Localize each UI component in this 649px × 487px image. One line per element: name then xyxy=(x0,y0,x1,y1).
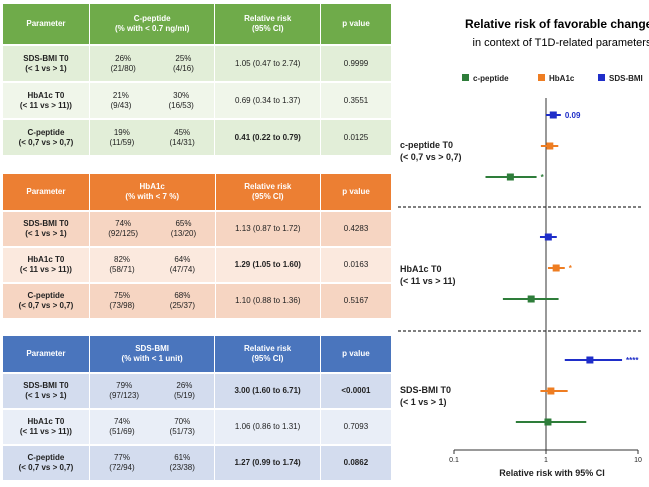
legend-label: SDS-BMI xyxy=(609,74,643,83)
row-p: 0.3551 xyxy=(321,83,391,120)
point-estimate xyxy=(527,295,535,303)
row-rr: 0.41 (0.22 to 0.79) xyxy=(215,120,321,157)
row-p: 0.0163 xyxy=(321,248,391,284)
row-parameter: SDS-BMI T0 (< 1 vs > 1) xyxy=(3,46,90,83)
row-rr: 1.05 (0.47 to 2.74) xyxy=(215,46,321,83)
table-row: C-peptide (< 0,7 vs > 0,7) 75% (73/98) 68%(… xyxy=(3,284,391,320)
point-estimate xyxy=(586,356,594,364)
header-group: C-peptide (% with < 0.7 ng/ml) xyxy=(89,4,216,46)
header-p: p value xyxy=(321,174,391,212)
significance-label: * xyxy=(541,173,545,182)
row-rr: 1.27 (0.99 to 1.74) xyxy=(215,446,321,482)
table-row: C-peptide (< 0,7 vs > 0,7) 19% (11/59) 45%(… xyxy=(3,120,391,157)
header-p: p value xyxy=(320,336,391,374)
header-parameter: Parameter xyxy=(3,4,90,46)
row-parameter: C-peptide (< 0,7 vs > 0,7) xyxy=(3,446,90,482)
row-rr: 1.10 (0.88 to 1.36) xyxy=(215,284,322,320)
x-tick-label: 10 xyxy=(634,457,642,464)
header-rr: Relative risk (95% CI) xyxy=(215,174,322,212)
row-groups: 21% (9/43) 30% (16/53) xyxy=(89,83,216,120)
row-parameter: C-peptide (< 0,7 vs > 0,7) xyxy=(3,284,90,320)
header-parameter: Parameter xyxy=(3,336,90,374)
point-estimate xyxy=(544,418,552,426)
row-groups: 79% (97/123) 26% (5/19) xyxy=(89,374,216,410)
row-p: 0.4283 xyxy=(321,212,391,248)
hba1c-table: Parameter HbA1c (% with < 7 %) Relative r… xyxy=(3,174,391,320)
chart-legend: c-peptide HbA1c SDS-BMI xyxy=(462,74,643,83)
point-estimate xyxy=(549,111,557,119)
row-groups: 75% (73/98) 68% (25/37) xyxy=(89,284,216,320)
row-groups: 74% (92/125) 65% (13/20) xyxy=(89,212,216,248)
significance-label: **** xyxy=(626,356,639,365)
group-label-sub: (< 1 vs > 1) xyxy=(400,397,447,407)
row-groups: 82% (58/71) 64% (47/74) xyxy=(89,248,216,284)
sdsbmi-table: Parameter SDS-BMI (% with < 1 unit) Relat… xyxy=(3,336,391,482)
row-groups: 77% (72/94) 61% (23/38) xyxy=(89,446,216,482)
row-parameter: SDS-BMI T0 (< 1 vs > 1) xyxy=(3,212,90,248)
x-axis-label: Relative risk with 95% CI xyxy=(499,468,605,478)
row-parameter: HbA1c T0 (< 11 vs > 11)) xyxy=(3,248,90,284)
table-row: HbA1c T0 (< 11 vs > 11)) 21% (9/43) 30% (16/… xyxy=(3,83,391,120)
row-p: 0.7093 xyxy=(320,410,391,446)
point-estimate xyxy=(546,142,554,150)
row-p: 0.9999 xyxy=(321,46,391,83)
table-row: SDS-BMI T0 (< 1 vs > 1) 79% (97/123) 26% (5/… xyxy=(3,374,391,410)
significance-label: * xyxy=(569,264,573,273)
row-groups: 19% (11/59) 45% (14/31) xyxy=(89,120,216,157)
legend-swatch xyxy=(538,74,545,81)
row-rr: 1.29 (1.05 to 1.60) xyxy=(215,248,322,284)
group-label-sub: (< 11 vs > 11) xyxy=(400,276,456,286)
point-estimate xyxy=(547,387,555,395)
header-parameter: Parameter xyxy=(3,174,90,212)
row-rr: 0.69 (0.34 to 1.37) xyxy=(215,83,321,120)
table-row: SDS-BMI T0 (< 1 vs > 1) 74% (92/125) 65% (13… xyxy=(3,212,391,248)
point-estimate xyxy=(544,233,552,241)
row-groups: 74% (51/69) 70% (51/73) xyxy=(89,410,216,446)
header-group: HbA1c (% with < 7 %) xyxy=(89,174,216,212)
x-tick-label: 1 xyxy=(544,457,548,464)
row-p: <0.0001 xyxy=(320,374,391,410)
row-parameter: SDS-BMI T0 (< 1 vs > 1) xyxy=(3,374,90,410)
row-rr: 3.00 (1.60 to 6.71) xyxy=(215,374,321,410)
row-parameter: HbA1c T0 (< 11 vs > 11)) xyxy=(3,83,90,120)
row-parameter: C-peptide (< 0,7 vs > 0,7) xyxy=(3,120,90,157)
legend-label: c-peptide xyxy=(473,74,509,83)
cpeptide-table: Parameter C-peptide (% with < 0.7 ng/ml) … xyxy=(3,4,391,157)
x-tick-label: 0.1 xyxy=(449,457,459,464)
group-label: HbA1c T0 xyxy=(400,264,442,274)
table-row: HbA1c T0 (< 11 vs > 11)) 82% (58/71) 64% (47… xyxy=(3,248,391,284)
row-rr: 1.06 (0.86 to 1.31) xyxy=(215,410,321,446)
chart-subtitle: in context of T1D-related parameters xyxy=(473,37,649,49)
legend-label: HbA1c xyxy=(549,74,575,83)
significance-label: 0.09 xyxy=(565,111,581,120)
row-p: 0.0862 xyxy=(320,446,391,482)
table-row: HbA1c T0 (< 11 vs > 11)) 74% (51/69) 70% (51… xyxy=(3,410,391,446)
legend-swatch xyxy=(598,74,605,81)
chart-title: Relative risk of favorable changes xyxy=(465,17,649,31)
group-label-sub: (< 0,7 vs > 0,7) xyxy=(400,152,462,162)
group-label: c-peptide T0 xyxy=(400,140,453,150)
header-rr: Relative risk (95% CI) xyxy=(215,336,321,374)
point-estimate xyxy=(506,173,514,181)
row-parameter: HbA1c T0 (< 11 vs > 11)) xyxy=(3,410,90,446)
table-row: C-peptide (< 0,7 vs > 0,7) 77% (72/94) 61%(… xyxy=(3,446,391,482)
row-p: 0.0125 xyxy=(321,120,391,157)
table-row: SDS-BMI T0 (< 1 vs > 1) 26% (21/80) 25% (4/1… xyxy=(3,46,391,83)
point-estimate xyxy=(552,264,560,272)
row-p: 0.5167 xyxy=(321,284,391,320)
forest-plot: Relative risk of favorable changes in co… xyxy=(398,17,649,478)
header-p: p value xyxy=(321,4,391,46)
legend-swatch xyxy=(462,74,469,81)
chart-marks: 0.1 1 10 Relative risk with 95% CI c-peptide… xyxy=(398,98,642,478)
row-rr: 1.13 (0.87 to 1.72) xyxy=(215,212,322,248)
header-rr: Relative risk (95% CI) xyxy=(215,4,321,46)
header-group: SDS-BMI (% with < 1 unit) xyxy=(89,336,216,374)
group-label: SDS-BMI T0 xyxy=(400,385,451,395)
row-groups: 26% (21/80) 25% (4/16) xyxy=(89,46,216,83)
